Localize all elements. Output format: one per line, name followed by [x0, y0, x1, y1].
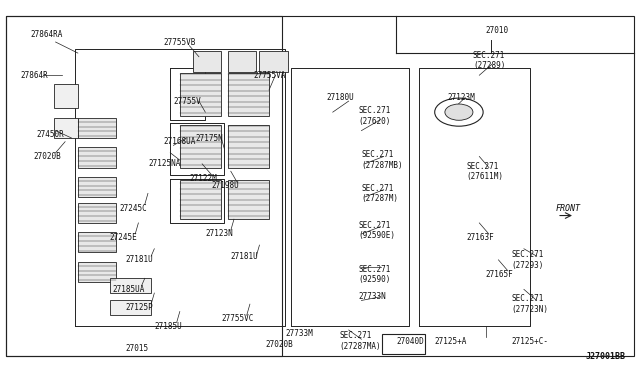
Bar — [78, 118, 116, 138]
Text: 27755VC: 27755VC — [221, 314, 253, 323]
Text: 27755VA: 27755VA — [253, 71, 285, 80]
Text: 27181U: 27181U — [231, 251, 259, 261]
Text: 27755V: 27755V — [173, 97, 201, 106]
Text: 27020B: 27020B — [266, 340, 294, 349]
Text: 27125NA: 27125NA — [148, 159, 180, 169]
Text: 27125+A: 27125+A — [435, 337, 467, 346]
Text: 27125+C-: 27125+C- — [511, 337, 548, 346]
Bar — [54, 84, 79, 109]
Text: 27175N: 27175N — [196, 134, 223, 142]
Bar — [78, 262, 116, 282]
Text: 27198U: 27198U — [212, 182, 239, 190]
Text: 27165F: 27165F — [486, 270, 513, 279]
Text: 27450R: 27450R — [36, 130, 64, 139]
Text: 27122M: 27122M — [189, 174, 217, 183]
Text: 27245C: 27245C — [119, 203, 147, 213]
Text: 27245E: 27245E — [109, 233, 138, 242]
Text: SEC.271
(27287MB): SEC.271 (27287MB) — [362, 150, 403, 170]
Bar — [180, 180, 221, 219]
Text: SEC.271
(27289): SEC.271 (27289) — [473, 51, 506, 70]
Text: 27733M: 27733M — [285, 329, 313, 338]
Bar — [78, 203, 116, 223]
Text: 27125P: 27125P — [125, 303, 154, 312]
Text: SEC.271
(27287M): SEC.271 (27287M) — [362, 184, 399, 203]
Text: SEC.271
(27287MA): SEC.271 (27287MA) — [339, 331, 381, 351]
Bar — [6, 16, 282, 356]
Bar — [259, 51, 288, 71]
Text: 27181U: 27181U — [125, 255, 154, 264]
Bar — [180, 73, 221, 116]
Text: FRONT: FRONT — [556, 203, 580, 213]
Text: 27040D: 27040D — [396, 337, 424, 346]
Bar — [228, 180, 269, 219]
Bar — [109, 301, 151, 315]
Text: 27733N: 27733N — [358, 292, 386, 301]
Text: 27864RA: 27864RA — [30, 30, 63, 39]
Text: 27010: 27010 — [486, 26, 509, 35]
Text: 27180U: 27180U — [326, 93, 354, 102]
Text: 27020B: 27020B — [33, 152, 61, 161]
Bar — [180, 125, 221, 167]
Text: 27123M: 27123M — [447, 93, 475, 102]
Text: 27864R: 27864R — [20, 71, 48, 80]
Text: J27001BB: J27001BB — [586, 352, 626, 361]
Text: 27168UA: 27168UA — [164, 137, 196, 146]
Bar — [193, 51, 221, 71]
Text: SEC.271
(92590): SEC.271 (92590) — [358, 265, 390, 284]
Bar — [78, 232, 116, 253]
Text: SEC.271
(27723N): SEC.271 (27723N) — [511, 295, 548, 314]
Bar — [78, 177, 116, 197]
Text: SEC.271
(92590E): SEC.271 (92590E) — [358, 221, 396, 240]
Text: 27163F: 27163F — [467, 233, 494, 242]
Bar — [228, 125, 269, 167]
Text: 27123N: 27123N — [205, 230, 233, 238]
Bar — [383, 334, 425, 354]
Bar — [228, 73, 269, 116]
Text: 27185U: 27185U — [154, 322, 182, 331]
Bar — [78, 147, 116, 167]
Text: SEC.271
(27293): SEC.271 (27293) — [511, 250, 543, 270]
Bar — [109, 278, 151, 293]
Text: 27755VB: 27755VB — [164, 38, 196, 46]
Text: SEC.271
(27611M): SEC.271 (27611M) — [467, 161, 504, 181]
Text: 27185UA: 27185UA — [113, 285, 145, 294]
Text: 27015: 27015 — [125, 344, 148, 353]
Circle shape — [445, 104, 473, 120]
Text: SEC.271
(27620): SEC.271 (27620) — [358, 106, 390, 125]
Bar — [54, 118, 79, 138]
Bar — [228, 51, 256, 71]
